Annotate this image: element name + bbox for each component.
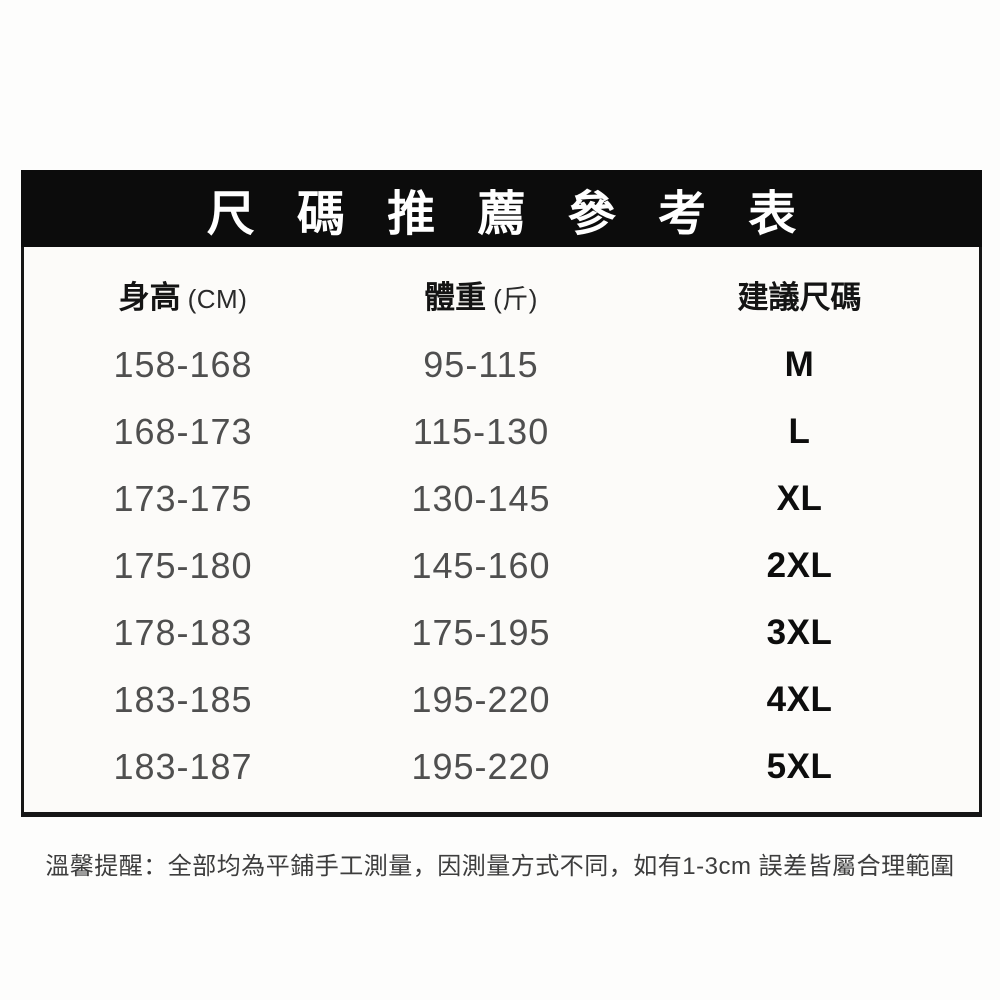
height-range-cell: 183-185 <box>113 678 253 720</box>
height-range-cell: 158-168 <box>113 343 253 385</box>
weight-range-cell: 95-115 <box>423 343 539 385</box>
height-header-label: 身高 <box>118 279 181 315</box>
table-row: 175-180 145-160 2XL <box>24 532 979 599</box>
table-row: 183-185 195-220 4XL <box>24 666 979 733</box>
title-banner: 尺碼推薦參考表 <box>21 170 982 247</box>
column-header-weight: 體重 (斤) <box>342 272 620 317</box>
weight-range-cell: 175-195 <box>411 611 551 653</box>
size-label-cell: 5XL <box>766 746 833 786</box>
height-range-cell: 178-183 <box>113 611 253 653</box>
table-header-row: 身高 (CM) 體重 (斤) 建議尺碼 <box>24 257 979 331</box>
height-range-cell: 175-180 <box>113 544 253 586</box>
weight-unit-label: (斤) <box>493 283 538 314</box>
footer-note: 溫馨提醒：全部均為平鋪手工測量，因測量方式不同，如有1-3cm 誤差皆屬合理範圍 <box>45 853 955 880</box>
column-header-height: 身高 (CM) <box>24 272 342 317</box>
size-chart-frame: 尺碼推薦參考表 身高 (CM) 體重 (斤) 建議尺碼 158-168 95-115… <box>21 170 982 817</box>
height-range-cell: 183-187 <box>113 745 253 787</box>
height-range-cell: 173-175 <box>113 477 253 519</box>
weight-header-label: 體重 <box>424 279 487 315</box>
weight-range-cell: 195-220 <box>411 745 551 787</box>
size-label-cell: 4XL <box>766 679 833 719</box>
weight-range-cell: 145-160 <box>411 544 551 586</box>
table-row: 183-187 195-220 5XL <box>24 733 979 800</box>
size-label-cell: XL <box>776 478 823 518</box>
weight-range-cell: 130-145 <box>411 477 551 519</box>
table-row: 173-175 130-145 XL <box>24 465 979 532</box>
height-unit-label: (CM) <box>187 283 248 314</box>
size-label-cell: L <box>788 411 811 451</box>
size-label-cell: 3XL <box>766 612 833 652</box>
table-row: 158-168 95-115 M <box>24 331 979 398</box>
table-row: 168-173 115-130 L <box>24 398 979 465</box>
weight-range-cell: 195-220 <box>411 678 551 720</box>
weight-range-cell: 115-130 <box>412 410 550 452</box>
size-label-cell: M <box>784 344 815 384</box>
column-header-size: 建議尺碼 <box>620 272 979 317</box>
height-range-cell: 168-173 <box>113 410 253 452</box>
size-header-label: 建議尺碼 <box>737 279 862 315</box>
chart-title: 尺碼推薦參考表 <box>206 187 839 241</box>
table-row: 178-183 175-195 3XL <box>24 599 979 666</box>
size-label-cell: 2XL <box>766 545 833 585</box>
